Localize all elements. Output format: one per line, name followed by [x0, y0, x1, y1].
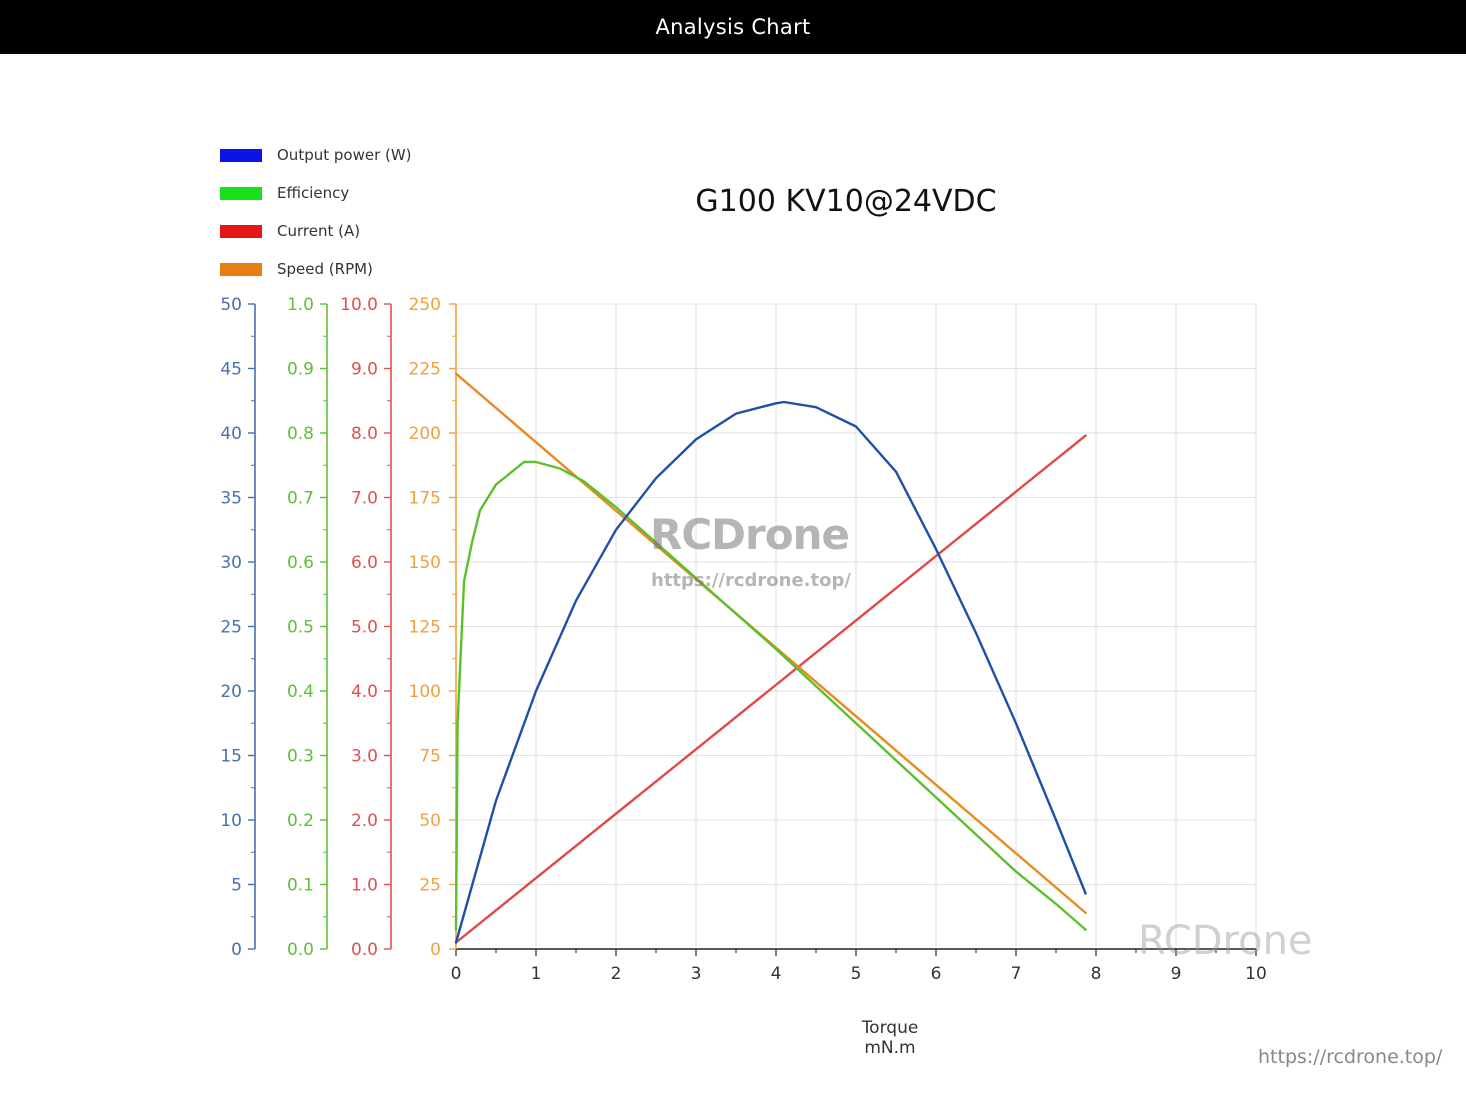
legend-item-efficiency: Efficiency — [220, 174, 412, 212]
y-tick-label-speed: 100 — [409, 682, 441, 702]
y-tick-label-current: 3.0 — [351, 747, 378, 767]
legend-item-output-power: Output power (W) — [220, 136, 412, 174]
y-tick-label-output-power: 40 — [220, 424, 242, 444]
legend-item-speed: Speed (RPM) — [220, 250, 412, 288]
y-tick-label-speed: 75 — [419, 747, 441, 767]
x-tick-label: 6 — [931, 964, 942, 984]
x-tick-label: 4 — [771, 964, 782, 984]
y-tick-label-current: 10.0 — [340, 295, 378, 315]
y-tick-label-efficiency: 0.8 — [287, 424, 314, 444]
legend-label-output-power: Output power (W) — [277, 146, 412, 164]
x-tick-label: 1 — [531, 964, 542, 984]
y-tick-label-efficiency: 0.7 — [287, 489, 314, 509]
y-tick-label-current: 2.0 — [351, 811, 378, 831]
watermark-center-url: https://rcdrone.top/ — [651, 570, 851, 591]
y-tick-label-output-power: 15 — [220, 747, 242, 767]
x-tick-label: 3 — [691, 964, 702, 984]
x-axis-label-unit: mN.m — [864, 1038, 916, 1058]
series-line-current — [454, 434, 1087, 944]
series-line-efficiency — [454, 460, 1087, 931]
chart-title: G100 KV10@24VDC — [695, 184, 997, 219]
watermark-url: https://rcdrone.top/ — [1258, 1046, 1443, 1068]
y-tick-label-efficiency: 0.9 — [287, 360, 314, 380]
legend-swatch-speed — [220, 262, 262, 276]
y-tick-label-speed: 250 — [409, 295, 441, 315]
x-axis-label-name: Torque — [861, 1018, 919, 1038]
watermark-corner: RCDrone — [1138, 918, 1313, 964]
y-tick-label-efficiency: 0.0 — [287, 940, 314, 960]
x-tick-label: 9 — [1171, 964, 1182, 984]
y-tick-label-current: 9.0 — [351, 360, 378, 380]
y-tick-label-current: 8.0 — [351, 424, 378, 444]
y-tick-label-output-power: 25 — [220, 618, 242, 638]
y-tick-label-efficiency: 0.1 — [287, 876, 314, 896]
y-tick-label-output-power: 45 — [220, 360, 242, 380]
y-tick-label-efficiency: 0.6 — [287, 553, 314, 573]
y-tick-label-efficiency: 0.5 — [287, 618, 314, 638]
legend-label-speed: Speed (RPM) — [277, 260, 373, 278]
y-tick-label-current: 4.0 — [351, 682, 378, 702]
y-tick-label-output-power: 20 — [220, 682, 242, 702]
y-tick-label-current: 1.0 — [351, 876, 378, 896]
y-tick-label-speed: 225 — [409, 360, 441, 380]
y-tick-label-efficiency: 0.2 — [287, 811, 314, 831]
y-tick-label-efficiency: 0.4 — [287, 682, 314, 702]
watermark-center: RCDrone — [650, 510, 850, 559]
window-title-bar: Analysis Chart — [0, 0, 1466, 54]
y-tick-label-current: 7.0 — [351, 489, 378, 509]
legend-swatch-efficiency — [220, 186, 262, 200]
y-tick-label-speed: 200 — [409, 424, 441, 444]
x-tick-label: 0 — [451, 964, 462, 984]
series-line-output-power — [454, 400, 1087, 944]
legend-swatch-output-power — [220, 148, 262, 162]
y-tick-label-output-power: 5 — [231, 876, 242, 896]
legend-label-current: Current (A) — [277, 222, 361, 240]
x-tick-label: 5 — [851, 964, 862, 984]
legend-item-current: Current (A) — [220, 212, 412, 250]
x-tick-label: 2 — [611, 964, 622, 984]
x-tick-label: 10 — [1245, 964, 1267, 984]
y-tick-label-current: 5.0 — [351, 618, 378, 638]
y-tick-label-efficiency: 1.0 — [287, 295, 314, 315]
y-tick-label-speed: 50 — [419, 811, 441, 831]
y-tick-label-speed: 150 — [409, 553, 441, 573]
y-tick-label-output-power: 0 — [231, 940, 242, 960]
y-tick-label-efficiency: 0.3 — [287, 747, 314, 767]
x-tick-label: 7 — [1011, 964, 1022, 984]
y-tick-label-speed: 175 — [409, 489, 441, 509]
y-tick-label-speed: 0 — [430, 940, 441, 960]
y-tick-label-output-power: 35 — [220, 489, 242, 509]
y-tick-label-speed: 25 — [419, 876, 441, 896]
y-tick-label-current: 6.0 — [351, 553, 378, 573]
window-title: Analysis Chart — [655, 15, 811, 39]
y-tick-label-output-power: 30 — [220, 553, 242, 573]
performance-chart: 0 1 2 3 4 5 6 7 8 9 10051015202530354045500.00.10.… — [220, 295, 1267, 984]
x-tick-label: 8 — [1091, 964, 1102, 984]
y-tick-label-output-power: 10 — [220, 811, 242, 831]
y-tick-label-current: 0.0 — [351, 940, 378, 960]
x-axis-label: Torque mN.m — [790, 1018, 990, 1058]
legend-swatch-current — [220, 224, 262, 238]
y-tick-label-speed: 125 — [409, 618, 441, 638]
chart-legend: Output power (W) Efficiency Current (A) … — [220, 136, 412, 288]
legend-label-efficiency: Efficiency — [277, 184, 350, 202]
y-tick-label-output-power: 50 — [220, 295, 242, 315]
